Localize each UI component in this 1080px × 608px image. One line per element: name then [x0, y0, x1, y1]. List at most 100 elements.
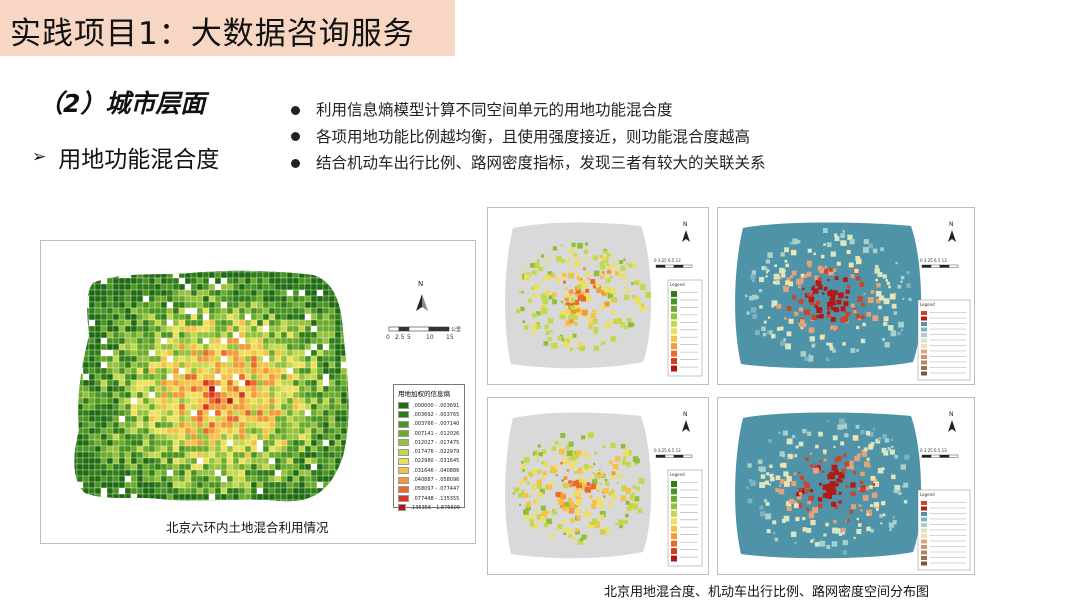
scale-text: 0 3.25 6.5 13 — [920, 258, 947, 263]
north-arrow-icon — [682, 420, 690, 432]
legend-label: .040887 - .058096 — [413, 477, 460, 484]
legend-swatch — [671, 488, 677, 495]
small-legend-title: Legend — [920, 492, 935, 497]
legend-swatch — [921, 366, 927, 370]
bullet-dot-icon — [291, 132, 300, 142]
legend-item: .012027 - .017475 — [398, 438, 460, 447]
scale-tick: 5 — [407, 334, 411, 341]
legend-swatch — [671, 350, 677, 357]
legend-swatch — [398, 457, 409, 465]
scale-text: 0 3.25 6.5 13 — [654, 258, 681, 263]
north-label: N — [949, 221, 954, 228]
legend-swatch — [671, 503, 677, 510]
small-road-density-map: N 0 3.25 6.5 13 Legend — [735, 411, 971, 571]
north-label: N — [418, 280, 423, 288]
legend-swatch — [921, 322, 927, 326]
legend-swatch — [671, 320, 677, 327]
legend-swatch — [671, 335, 677, 342]
legend-swatch — [398, 495, 409, 503]
small-map-mix-1: N 0 3.25 6.5 13 Legend — [487, 207, 709, 385]
map-mosaic — [74, 270, 349, 502]
legend-swatch — [671, 328, 677, 335]
legend-swatch — [921, 355, 927, 359]
scale-bar — [388, 326, 450, 332]
legend-label: .003766 - .007140 — [413, 421, 460, 428]
scale-unit: 公里 — [451, 327, 461, 333]
legend-item: .017476 - .022979 — [398, 447, 460, 456]
legend-swatch — [921, 338, 927, 343]
legend-label: .000000 - .003691 — [413, 402, 460, 409]
legend-swatch — [921, 550, 927, 555]
legend-swatch — [671, 365, 677, 372]
legend-label: .017476 - .022979 — [413, 449, 460, 456]
legend-swatch — [921, 523, 927, 527]
small-land-mix-map: N 0 3.25 6.5 13 Legend — [505, 411, 703, 567]
small-map-mix-2: N 0 3.25 6.5 13 Legend — [487, 397, 709, 575]
arrow-bullet-icon: ➢ — [32, 147, 47, 167]
bullet-dot-icon — [291, 158, 300, 168]
north-arrow-icon — [682, 230, 690, 242]
legend-swatch — [921, 545, 927, 549]
scale-tick: 15 — [446, 334, 454, 341]
legend-swatch — [921, 316, 927, 321]
north-label: N — [683, 411, 688, 418]
small-car-ratio-map: N 0 3.25 6.5 13 Legend — [735, 221, 971, 381]
scale-bar — [921, 454, 959, 458]
legend-item: .003766 - .007140 — [398, 420, 460, 429]
page-title: 实践项目1：大数据咨询服务 — [10, 16, 415, 52]
legend-swatch — [921, 512, 927, 516]
legend-title: 用地加权的信息熵 — [398, 390, 450, 398]
scale-text: 0 3.25 6.5 13 — [654, 448, 681, 453]
small-map-road-density: N 0 3.25 6.5 13 Legend — [717, 397, 975, 575]
legend-swatch — [398, 430, 409, 438]
scale-text: 0 3.25 6.5 13 — [920, 448, 947, 453]
legend-swatch — [921, 561, 927, 566]
point-label: 用地功能混合度 — [58, 147, 220, 173]
legend-swatch — [398, 467, 409, 475]
legend-swatch — [671, 291, 677, 297]
scale-bar — [655, 264, 693, 268]
legend-label: .022980 - .031645 — [413, 458, 460, 465]
legend-item: .003692 - .003765 — [398, 410, 460, 419]
north-arrow-icon — [948, 420, 956, 432]
land-use-mix-map: N 0 2.5 5 10 15 公里 — [74, 270, 461, 502]
legend-swatch — [921, 333, 927, 337]
legend-swatch — [398, 402, 409, 410]
legend-swatch — [398, 485, 409, 493]
scale-bar — [655, 454, 693, 458]
legend-label: .012027 - .017475 — [413, 439, 460, 446]
legend-label: .077448 - .135355 — [413, 495, 460, 502]
legend-swatch — [921, 327, 927, 332]
title-bar: 实践项目1：大数据咨询服务 — [0, 0, 455, 56]
section-subtitle: （2）城市层面 — [38, 89, 206, 118]
legend-swatch — [921, 371, 927, 376]
legend-swatch — [921, 349, 927, 354]
legend-swatch — [921, 517, 927, 522]
legend-label: .003692 - .003765 — [413, 411, 460, 418]
legend-swatch — [921, 501, 927, 505]
legend-swatch — [398, 448, 409, 456]
small-legend-title: Legend — [670, 282, 685, 287]
legend-label: .135356 - 1.876609 — [410, 504, 460, 511]
legend-swatch — [921, 534, 927, 538]
legend-swatch — [671, 298, 677, 305]
legend-label: .007141 - .012026 — [413, 430, 460, 437]
small-legend-title: Legend — [920, 302, 935, 307]
bullet-dot-icon — [291, 105, 300, 115]
legend-swatch — [671, 305, 677, 312]
legend-item: .040887 - .058096 — [398, 475, 460, 484]
legend-item: .077448 - .135355 — [398, 494, 460, 503]
legend-item: .135356 - 1.876609 — [398, 503, 460, 512]
main-map-legend: 用地加权的信息熵 .000000 - .003691 .003692 - .003… — [393, 384, 465, 512]
bullet-item: 利用信息熵模型计算不同空间单元的用地功能混合度 — [291, 97, 766, 124]
legend-item: .058097 - .077447 — [398, 485, 460, 494]
legend-swatch — [398, 439, 409, 447]
point-item: ➢ 用地功能混合度 — [32, 140, 219, 174]
legend-swatch — [921, 311, 927, 315]
north-arrow-icon — [948, 230, 956, 242]
main-map-panel: N 0 2.5 5 10 15 公里 用地加权的信息熵 .000000 - .0… — [40, 240, 476, 544]
scale-bar — [921, 264, 959, 268]
scale-tick: 10 — [426, 334, 434, 341]
legend-item: .031646 - .040886 — [398, 466, 460, 475]
small-legend-title: Legend — [670, 472, 685, 477]
